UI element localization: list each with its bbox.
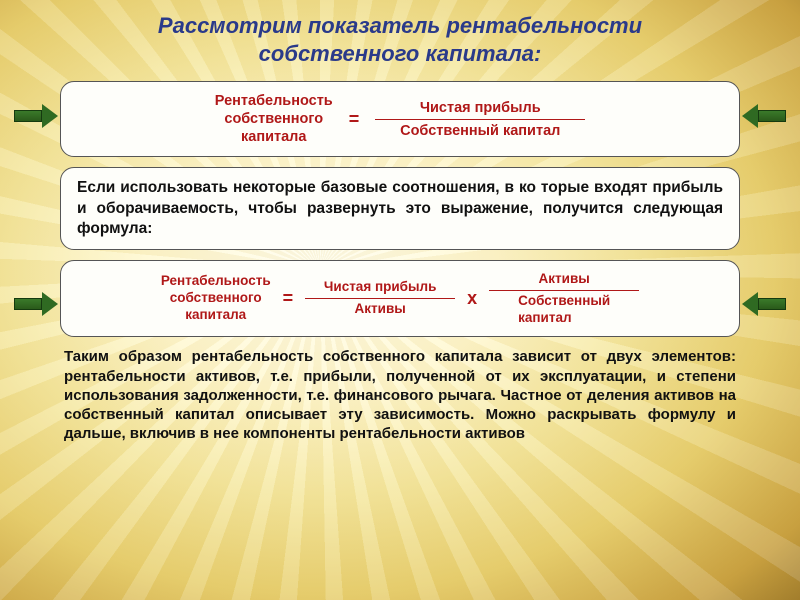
f1-numerator: Чистая прибыль <box>414 99 547 119</box>
f2-fraction-1: Чистая прибыль Активы <box>305 279 455 318</box>
arrow-left-2 <box>14 292 58 316</box>
explain-box: Если использовать некоторые базовые соот… <box>60 167 740 249</box>
f2-multiply: х <box>463 288 481 309</box>
f2-lhs: Рентабельность собственного капитала <box>161 273 271 324</box>
formula-box-1: Рентабельность собственного капитала = Ч… <box>60 81 740 157</box>
slide-content: Рассмотрим показатель рентабельности соб… <box>0 0 800 453</box>
f2-frac2-den: Собственный капитал <box>512 291 616 327</box>
f1-equals: = <box>345 109 364 130</box>
f1-denominator: Собственный капитал <box>394 120 566 140</box>
arrow-right-1 <box>742 104 786 128</box>
arrow-left-1 <box>14 104 58 128</box>
formula-2: Рентабельность собственного капитала = Ч… <box>77 271 723 327</box>
f2-frac2-num: Активы <box>533 271 596 290</box>
title-line-1: Рассмотрим показатель рентабельности <box>158 13 642 38</box>
f1-fraction: Чистая прибыль Собственный капитал <box>375 99 585 140</box>
bottom-paragraph: Таким образом рентабельность собственног… <box>64 347 736 443</box>
formula-box-2: Рентабельность собственного капитала = Ч… <box>60 260 740 338</box>
f2-frac1-num: Чистая прибыль <box>318 279 442 298</box>
f2-equals: = <box>279 288 298 309</box>
f2-fraction-2: Активы Собственный капитал <box>489 271 639 327</box>
f1-lhs: Рентабельность собственного капитала <box>215 92 333 146</box>
slide-title: Рассмотрим показатель рентабельности соб… <box>60 12 740 67</box>
f2-frac1-den: Активы <box>349 299 412 318</box>
formula-1: Рентабельность собственного капитала = Ч… <box>77 92 723 146</box>
title-line-2: собственного капитала: <box>259 41 542 66</box>
arrow-right-2 <box>742 292 786 316</box>
explain-text: Если использовать некоторые базовые соот… <box>77 178 723 238</box>
